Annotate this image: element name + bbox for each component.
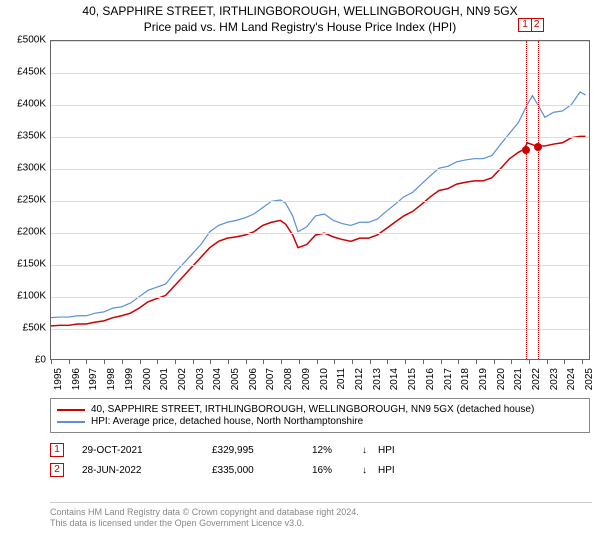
x-tick-mark bbox=[228, 359, 229, 364]
legend-row: HPI: Average price, detached house, Nort… bbox=[57, 416, 583, 427]
sales-row-marker: 2 bbox=[50, 463, 64, 477]
sales-row-hpi: HPI bbox=[378, 445, 418, 456]
x-tick-mark bbox=[334, 359, 335, 364]
x-tick-mark bbox=[458, 359, 459, 364]
gridline bbox=[51, 73, 589, 74]
x-tick-mark bbox=[387, 359, 388, 364]
down-arrow-icon: ↓ bbox=[362, 445, 378, 456]
gridline bbox=[51, 169, 589, 170]
gridline bbox=[51, 265, 589, 266]
sales-table-row: 1 29-OCT-2021£329,99512%↓HPI bbox=[50, 440, 418, 460]
y-tick-label: £50K bbox=[8, 323, 46, 334]
y-tick-label: £450K bbox=[8, 67, 46, 78]
line-series-svg bbox=[51, 41, 589, 359]
y-tick-label: £100K bbox=[8, 291, 46, 302]
x-tick-mark bbox=[157, 359, 158, 364]
x-tick-mark bbox=[122, 359, 123, 364]
y-tick-label: £300K bbox=[8, 163, 46, 174]
gridline bbox=[51, 297, 589, 298]
footer-line-1: Contains HM Land Registry data © Crown c… bbox=[50, 507, 592, 519]
y-tick-label: £350K bbox=[8, 131, 46, 142]
x-tick-mark bbox=[441, 359, 442, 364]
x-tick-mark bbox=[69, 359, 70, 364]
sales-row-date: 28-JUN-2022 bbox=[82, 465, 212, 476]
sales-table-row: 2 28-JUN-2022£335,00016%↓HPI bbox=[50, 460, 418, 480]
gridline bbox=[51, 201, 589, 202]
x-tick-mark bbox=[104, 359, 105, 364]
x-tick-mark bbox=[494, 359, 495, 364]
x-tick-mark bbox=[175, 359, 176, 364]
x-tick-mark bbox=[547, 359, 548, 364]
legend-label: 40, SAPPHIRE STREET, IRTHLINGBOROUGH, WE… bbox=[91, 404, 534, 415]
x-tick-mark bbox=[582, 359, 583, 364]
down-arrow-icon: ↓ bbox=[362, 465, 378, 476]
sale-marker-vline bbox=[526, 41, 527, 359]
x-tick-mark bbox=[86, 359, 87, 364]
x-tick-mark bbox=[352, 359, 353, 364]
legend-row: 40, SAPPHIRE STREET, IRTHLINGBOROUGH, WE… bbox=[57, 404, 583, 415]
y-tick-label: £0 bbox=[8, 355, 46, 366]
sales-row-date: 29-OCT-2021 bbox=[82, 445, 212, 456]
sales-table: 1 29-OCT-2021£329,99512%↓HPI 2 28-JUN-2022£… bbox=[50, 440, 418, 480]
x-tick-label: 2025 bbox=[584, 368, 600, 390]
sales-row-marker: 1 bbox=[50, 443, 64, 457]
y-tick-label: £500K bbox=[8, 35, 46, 46]
x-tick-mark bbox=[476, 359, 477, 364]
sales-row-pct: 12% bbox=[312, 445, 362, 456]
x-tick-mark bbox=[423, 359, 424, 364]
series-hpi bbox=[51, 92, 586, 318]
x-tick-mark bbox=[511, 359, 512, 364]
x-tick-mark bbox=[564, 359, 565, 364]
sale-marker-vline bbox=[538, 41, 539, 359]
chart-title-subtitle: Price paid vs. HM Land Registry's House … bbox=[0, 20, 600, 34]
sales-row-price: £335,000 bbox=[212, 465, 312, 476]
sales-row-pct: 16% bbox=[312, 465, 362, 476]
footer-line-2: This data is licensed under the Open Gov… bbox=[50, 518, 592, 530]
chart-container: 21 £0£50K£100K£150K£200K£250K£300K£350K£… bbox=[8, 40, 592, 390]
plot-area bbox=[50, 40, 590, 360]
x-tick-mark bbox=[140, 359, 141, 364]
x-tick-mark bbox=[317, 359, 318, 364]
x-tick-mark bbox=[529, 359, 530, 364]
legend-label: HPI: Average price, detached house, Nort… bbox=[91, 416, 363, 427]
x-tick-mark bbox=[210, 359, 211, 364]
gridline bbox=[51, 137, 589, 138]
sale-marker-dot bbox=[534, 143, 542, 151]
chart-title-address: 40, SAPPHIRE STREET, IRTHLINGBOROUGH, WE… bbox=[0, 4, 600, 18]
x-tick-mark bbox=[299, 359, 300, 364]
x-tick-mark bbox=[281, 359, 282, 364]
gridline bbox=[51, 105, 589, 106]
y-tick-label: £150K bbox=[8, 259, 46, 270]
sale-marker-box: 1 bbox=[518, 18, 532, 32]
chart-title-block: 40, SAPPHIRE STREET, IRTHLINGBOROUGH, WE… bbox=[0, 0, 600, 36]
x-tick-mark bbox=[51, 359, 52, 364]
x-tick-mark bbox=[370, 359, 371, 364]
legend-box: 40, SAPPHIRE STREET, IRTHLINGBOROUGH, WE… bbox=[50, 398, 590, 433]
y-tick-label: £250K bbox=[8, 195, 46, 206]
x-tick-mark bbox=[193, 359, 194, 364]
footer-attribution: Contains HM Land Registry data © Crown c… bbox=[50, 502, 592, 530]
sales-row-price: £329,995 bbox=[212, 445, 312, 456]
sales-row-hpi: HPI bbox=[378, 465, 418, 476]
y-tick-label: £200K bbox=[8, 227, 46, 238]
y-tick-label: £400K bbox=[8, 99, 46, 110]
x-tick-mark bbox=[405, 359, 406, 364]
x-tick-mark bbox=[263, 359, 264, 364]
x-tick-mark bbox=[246, 359, 247, 364]
legend-swatch bbox=[57, 409, 85, 411]
legend-swatch bbox=[57, 421, 85, 423]
gridline bbox=[51, 233, 589, 234]
gridline bbox=[51, 41, 589, 42]
sale-marker-dot bbox=[522, 146, 530, 154]
gridline bbox=[51, 329, 589, 330]
